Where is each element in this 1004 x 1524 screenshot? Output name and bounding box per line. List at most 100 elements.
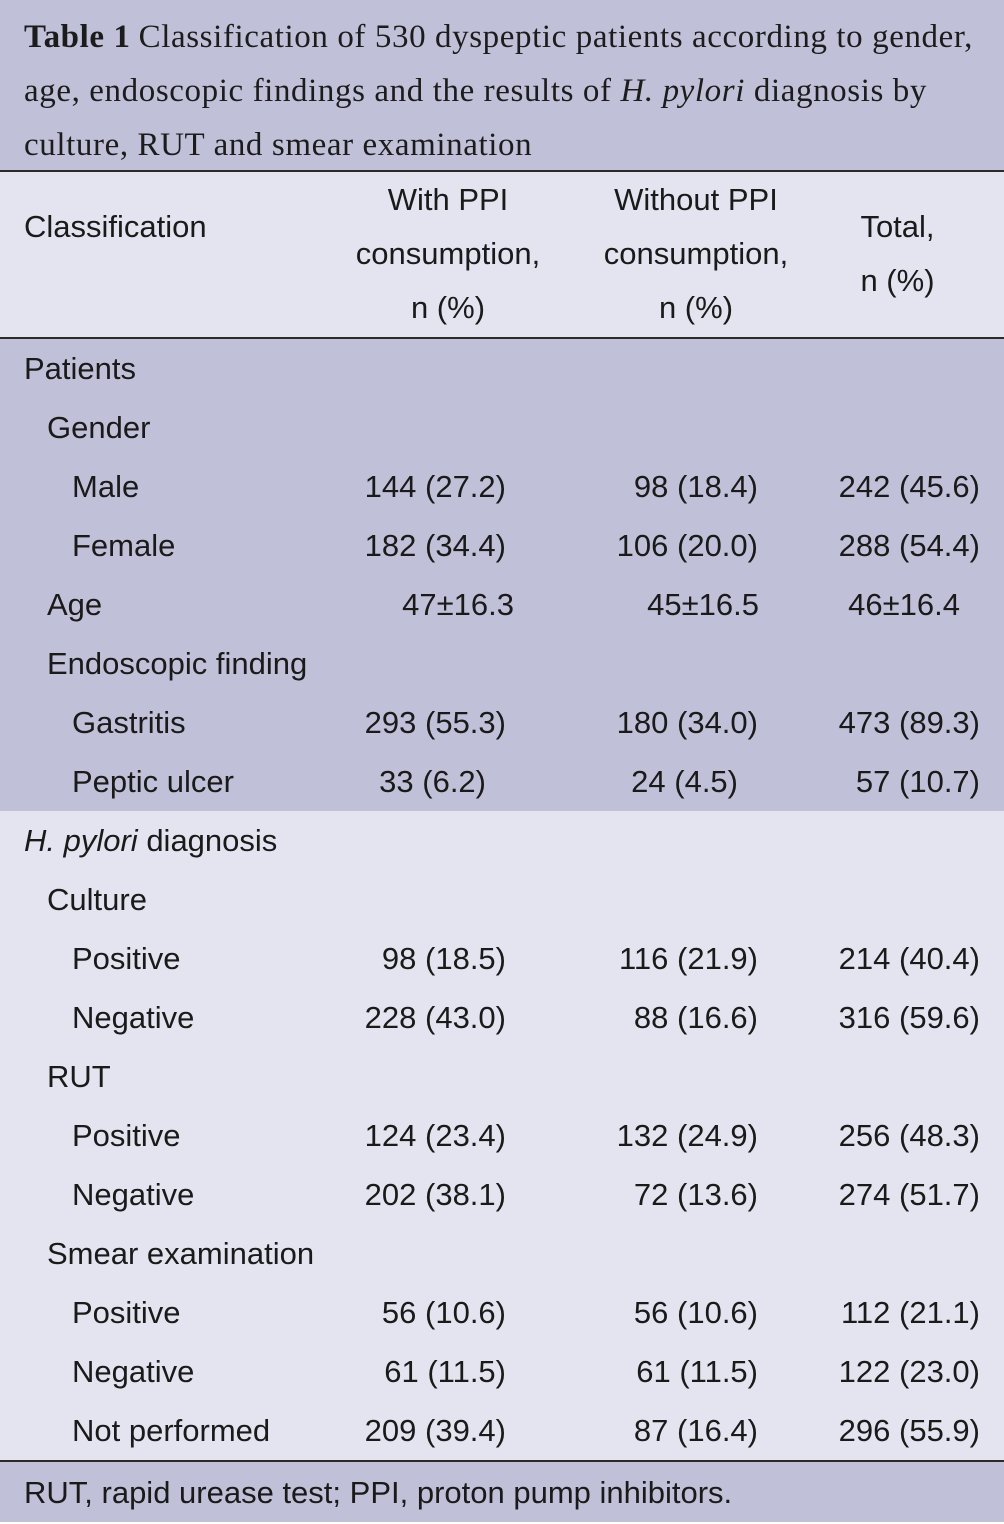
patients-section: Patients Gender Male 144 (27.2) 98 (18.4) 242…: [0, 339, 1004, 811]
diagnosis-section: H. pylori diagnosis Culture Positive 98 (1…: [0, 811, 1004, 1460]
table-row: Endoscopic finding: [0, 634, 1004, 693]
table-label: Table 1: [24, 19, 131, 55]
cell-with-ppi: 228 (43.0): [364, 1000, 506, 1035]
header-with-ppi: With PPI consumption, n (%): [338, 173, 558, 335]
cell-total: 122 (23.0): [838, 1354, 980, 1389]
top-rule: [0, 170, 1004, 172]
cell-without-ppi: 88 (16.6): [633, 1000, 758, 1035]
table-row: Negative 228 (43.0) 88 (16.6) 316 (59.6): [0, 988, 1004, 1047]
cell-total: 296 (55.9): [838, 1413, 980, 1448]
cell-with-ppi: 33 (6.2): [379, 764, 486, 799]
table-row: Peptic ulcer 33 (6.2) 24 (4.5) 57 (10.7): [0, 752, 1004, 811]
table-row: Female 182 (34.4) 106 (20.0) 288 (54.4): [0, 516, 1004, 575]
row-label: Positive: [72, 941, 181, 976]
cell-without-ppi: 132 (24.9): [616, 1118, 758, 1153]
cell-total: 112 (21.1): [840, 1295, 980, 1330]
table-row: Not performed 209 (39.4) 87 (16.4) 296 (55.…: [0, 1401, 1004, 1460]
table-row: Negative 61 (11.5) 61 (11.5) 122 (23.0): [0, 1342, 1004, 1401]
cell-total: 57 (10.7): [855, 764, 980, 799]
cell-total: 274 (51.7): [838, 1177, 980, 1212]
cell-without-ppi: 72 (13.6): [633, 1177, 758, 1212]
cell-total: 46±16.4: [848, 587, 960, 622]
row-label: Negative: [72, 1177, 195, 1212]
cell-with-ppi: 98 (18.5): [381, 941, 506, 976]
header-with-ppi-line1: With PPI: [387, 182, 509, 217]
bottom-rule: [0, 1460, 1004, 1462]
table-row: RUT: [0, 1047, 1004, 1106]
cell-with-ppi: 124 (23.4): [364, 1118, 506, 1153]
table-row: Positive 56 (10.6) 56 (10.6) 112 (21.1): [0, 1283, 1004, 1342]
row-label: Peptic ulcer: [72, 764, 234, 799]
table-row: Age 47±16.3 45±16.5 46±16.4: [0, 575, 1004, 634]
cell-without-ppi: 24 (4.5): [631, 764, 738, 799]
cell-without-ppi: 116 (21.9): [618, 941, 758, 976]
row-label: Smear examination: [47, 1236, 315, 1271]
table-row: Positive 124 (23.4) 132 (24.9) 256 (48.3): [0, 1106, 1004, 1165]
table-row: Patients: [0, 339, 1004, 398]
row-label: Male: [72, 469, 140, 504]
diagnosis-heading-row: H. pylori diagnosis: [0, 811, 1004, 870]
cell-total: 256 (48.3): [838, 1118, 980, 1153]
table-row: Smear examination: [0, 1224, 1004, 1283]
cell-with-ppi: 202 (38.1): [364, 1177, 506, 1212]
cell-without-ppi: 98 (18.4): [633, 469, 758, 504]
cell-with-ppi: 182 (34.4): [364, 528, 506, 563]
header-without-ppi-line3: n (%): [658, 290, 734, 325]
header-without-ppi: Without PPI consumption, n (%): [584, 173, 808, 335]
header-total-line2: n (%): [860, 263, 935, 298]
table-row: Positive 98 (18.5) 116 (21.9) 214 (40.4): [0, 929, 1004, 988]
row-label: Gender: [47, 410, 151, 445]
table-row: Male 144 (27.2) 98 (18.4) 242 (45.6): [0, 457, 1004, 516]
cell-with-ppi: 293 (55.3): [364, 705, 506, 740]
row-label: Endoscopic finding: [47, 646, 308, 681]
header-classification: Classification: [24, 209, 207, 244]
caption-organism: H. pylori: [620, 73, 745, 109]
table-header: Classification With PPI consumption, n (…: [0, 172, 1004, 337]
diagnosis-heading-text: diagnosis: [137, 823, 278, 858]
cell-total: 316 (59.6): [838, 1000, 980, 1035]
header-without-ppi-line1: Without PPI: [614, 182, 778, 217]
cell-without-ppi: 106 (20.0): [616, 528, 758, 563]
cell-with-ppi: 209 (39.4): [364, 1413, 506, 1448]
row-label: Female: [72, 528, 176, 563]
header-with-ppi-line2: consumption,: [355, 236, 541, 271]
table-row: Gender: [0, 398, 1004, 457]
row-label: Culture: [47, 882, 147, 917]
cell-without-ppi: 56 (10.6): [633, 1295, 758, 1330]
cell-total: 242 (45.6): [838, 469, 980, 504]
row-label: Age: [47, 587, 103, 622]
header-total-line1: Total,: [860, 209, 935, 244]
cell-with-ppi: 47±16.3: [402, 587, 514, 622]
cell-with-ppi: 61 (11.5): [384, 1354, 506, 1389]
row-label: Not performed: [72, 1413, 271, 1448]
cell-without-ppi: 61 (11.5): [636, 1354, 758, 1389]
caption-text: Classification of 530 dyspeptic patients…: [24, 19, 974, 109]
diagnosis-heading: H. pylori diagnosis: [24, 811, 277, 870]
cell-without-ppi: 180 (34.0): [616, 705, 758, 740]
diagnosis-heading-organism: H. pylori: [24, 823, 138, 858]
table-row: Gastritis 293 (55.3) 180 (34.0) 473 (89.3): [0, 693, 1004, 752]
header-with-ppi-line3: n (%): [410, 290, 486, 325]
cell-total: 473 (89.3): [838, 705, 980, 740]
row-label: Negative: [72, 1354, 195, 1389]
cell-with-ppi: 56 (10.6): [381, 1295, 506, 1330]
cell-total: 288 (54.4): [838, 528, 980, 563]
cell-with-ppi: 144 (27.2): [364, 469, 506, 504]
row-label: Gastritis: [72, 705, 186, 740]
cell-without-ppi: 87 (16.4): [633, 1413, 758, 1448]
table-row: Culture: [0, 870, 1004, 929]
row-label: Positive: [72, 1295, 181, 1330]
header-total: Total, n (%): [830, 200, 965, 308]
cell-total: 214 (40.4): [838, 941, 980, 976]
row-label: Negative: [72, 1000, 195, 1035]
table-row: Negative 202 (38.1) 72 (13.6) 274 (51.7): [0, 1165, 1004, 1224]
table-footnote: RUT, rapid urease test; PPI, proton pump…: [0, 1462, 1004, 1522]
footnote-text: RUT, rapid urease test; PPI, proton pump…: [24, 1475, 733, 1510]
header-rule: [0, 337, 1004, 339]
header-without-ppi-line2: consumption,: [603, 236, 789, 271]
row-label: RUT: [47, 1059, 111, 1094]
caption-text-end: diagnosis by culture, RUT and smear exam…: [24, 73, 927, 163]
row-label: Patients: [24, 351, 137, 386]
table-caption: Table 1 Classification of 530 dyspeptic p…: [0, 0, 1004, 170]
row-label: Positive: [72, 1118, 181, 1153]
